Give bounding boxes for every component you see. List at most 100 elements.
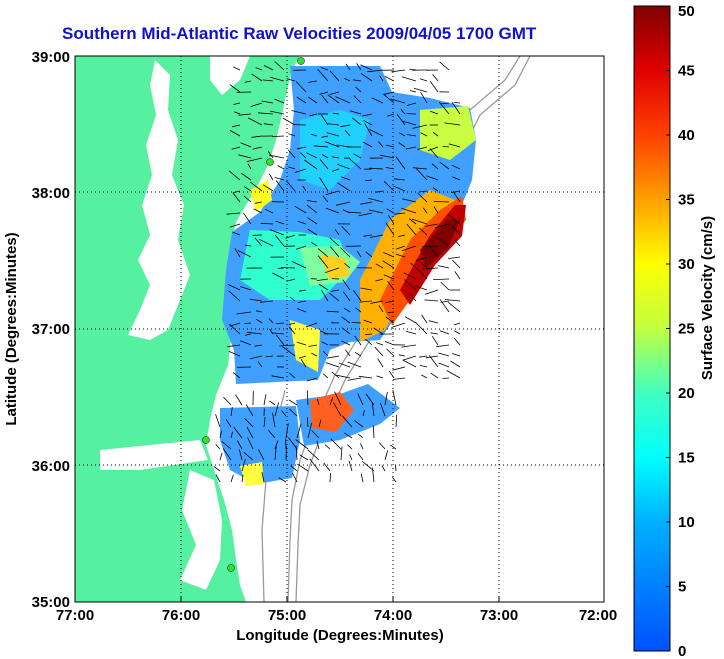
velocity-arrow [395,414,398,428]
x-axis-title: Longitude (Degrees:Minutes) [236,627,444,644]
velocity-arrow [335,96,351,104]
velocity-arrow [417,192,428,203]
velocity-arrow [418,227,428,236]
velocity-arrow [410,262,417,269]
velocity-arrow [442,146,450,148]
velocity-arrow [409,292,417,302]
velocity-arrow [364,123,373,137]
velocity-arrow [286,180,296,192]
velocity-arrow [263,416,266,428]
velocity-arrow [341,316,351,324]
velocity-arrow [347,444,353,450]
velocity-arrow [415,267,428,280]
colorbar-tick-label: 10 [678,514,695,531]
velocity-arrow [288,166,296,170]
velocity-arrow [261,100,274,104]
velocity-arrow [404,279,417,291]
velocity-arrow [275,180,285,192]
velocity-arrow [433,201,450,203]
velocity-arrow [424,289,439,295]
velocity-arrow [384,75,395,82]
velocity-arrow [331,289,340,292]
y-tick-label: 36:00 [32,458,70,475]
velocity-arrow [321,94,329,104]
velocity-arrow [342,279,351,291]
velocity-arrow [419,365,428,368]
velocity-arrow [375,263,384,269]
velocity-arrow [274,177,285,181]
velocity-arrow [403,272,417,280]
velocity-arrow [340,176,351,181]
velocity-arrow [333,402,342,417]
velocity-arrow [398,234,406,238]
velocity-arrow [406,102,417,106]
velocity-arrow [381,465,386,472]
velocity-arrow [433,278,450,280]
velocity-arrow [326,355,340,359]
velocity-arrow [323,462,331,472]
velocity-arrow [358,212,373,217]
velocity-arrow [269,229,285,236]
velocity-arrow [453,322,461,326]
velocity-arrow [240,142,252,148]
velocity-arrow [336,374,351,379]
velocity-arrow [408,218,417,225]
velocity-arrow [369,209,384,214]
velocity-arrow [264,208,274,214]
velocity-arrow [416,168,428,181]
velocity-arrow [452,176,461,181]
velocity-arrow [305,322,318,328]
velocity-arrow [318,419,322,428]
velocity-arrow [398,354,406,357]
velocity-arrow [357,393,364,406]
velocity-arrow [237,250,252,258]
velocity-arrow [363,234,373,237]
velocity-arrow [272,272,285,280]
velocity-arrow [438,101,450,115]
velocity-arrow [422,207,428,214]
velocity-arrow [246,157,263,162]
velocity-arrow [262,184,274,192]
velocity-arrow [376,342,384,346]
velocity-arrow [347,377,362,381]
velocity-arrow [227,344,241,348]
velocity-arrow [399,132,406,137]
velocity-arrow [298,355,307,359]
velocity-arrow [324,444,331,450]
velocity-arrow [271,332,285,335]
velocity-arrow [255,67,263,71]
colorbar-tick-label: 15 [678,450,695,467]
radar-sites [202,57,305,572]
colorbar-tick-label: 45 [678,63,695,80]
velocity-arrow [244,80,252,83]
velocity-arrow [321,290,329,302]
velocity-arrow [450,360,461,368]
velocity-arrow [360,443,364,450]
velocity-arrow [448,143,461,148]
velocity-arrow [379,75,384,82]
velocity-arrow [425,223,439,227]
velocity-arrow [360,287,373,291]
velocity-arrow [313,145,329,148]
velocity-arrow [322,195,329,203]
velocity-arrow [232,231,241,236]
velocity-arrow [230,407,233,417]
velocity-arrow [448,256,461,259]
velocity-arrow [343,307,351,313]
velocity-arrow [228,290,241,302]
x-tick-label: 76:00 [162,607,200,624]
velocity-arrow [336,201,351,206]
velocity-arrow [237,440,243,450]
velocity-arrow [321,154,329,159]
velocity-arrow [289,372,296,379]
velocity-arrow [380,402,386,417]
velocity-arrow [395,253,406,258]
velocity-arrow [398,142,406,148]
velocity-arrow [329,473,331,483]
velocity-arrow [349,110,362,115]
velocity-arrow [272,135,285,137]
velocity-arrow [384,91,395,95]
velocity-arrow [250,102,263,107]
velocity-arrow [316,440,320,450]
velocity-arrow [317,248,329,258]
